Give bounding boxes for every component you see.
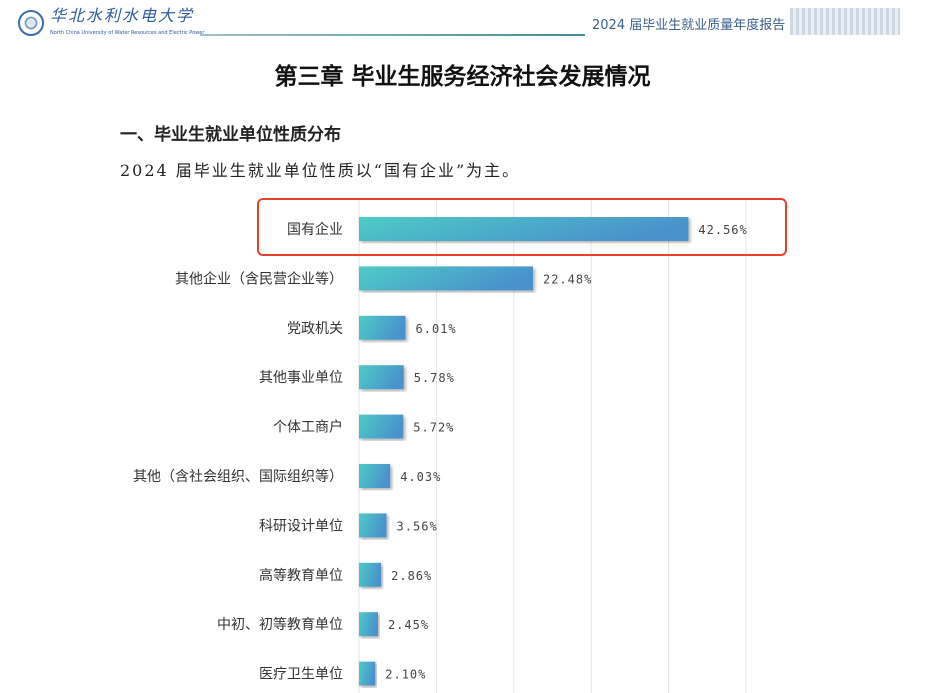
category-label: 中初、初等教育单位 — [217, 616, 343, 633]
bar — [359, 661, 376, 686]
category-label: 其他企业（含民营企业等） — [175, 270, 343, 287]
bar — [359, 562, 382, 587]
value-label: 5.78% — [414, 371, 455, 385]
paragraph: 2024 届毕业生就业单位性质以“国有企业”为主。 — [120, 161, 521, 180]
category-label: 党政机关 — [287, 321, 343, 337]
value-label: 5.72% — [413, 421, 454, 435]
category-label: 医疗卫生单位 — [259, 667, 343, 683]
bar — [359, 365, 404, 390]
bar — [359, 612, 378, 637]
value-label: 42.56% — [698, 223, 747, 237]
header-divider — [200, 34, 585, 36]
value-label: 2.45% — [388, 618, 429, 632]
category-label: 个体工商户 — [273, 419, 343, 436]
value-label: 4.03% — [400, 470, 441, 484]
university-name: 华北水利水电大学 — [50, 6, 195, 25]
university-logo — [18, 10, 44, 36]
value-label: 3.56% — [397, 519, 438, 533]
bar — [359, 266, 533, 291]
category-label: 其他事业单位 — [259, 370, 343, 386]
bar — [359, 464, 391, 488]
bar — [359, 513, 387, 538]
category-label: 科研设计单位 — [259, 518, 343, 534]
bar — [359, 217, 689, 241]
value-label: 6.01% — [416, 322, 457, 336]
report-title: 2024 届毕业生就业质量年度报告 — [592, 18, 786, 33]
category-label: 高等教育单位 — [259, 567, 343, 584]
category-label: 其他（含社会组织、国际组织等） — [133, 468, 343, 485]
bar — [359, 414, 404, 439]
bar — [359, 315, 406, 340]
category-label: 国有企业 — [287, 221, 343, 238]
highlight-box — [257, 198, 787, 256]
university-english-name: North China University of Water Resource… — [50, 30, 205, 36]
value-label: 2.86% — [391, 569, 432, 583]
building-image — [790, 8, 900, 35]
value-label: 22.48% — [543, 272, 592, 286]
chapter-title: 第三章 毕业生服务经济社会发展情况 — [274, 63, 651, 90]
value-label: 2.10% — [385, 668, 426, 682]
section-title: 一、毕业生就业单位性质分布 — [120, 125, 341, 145]
